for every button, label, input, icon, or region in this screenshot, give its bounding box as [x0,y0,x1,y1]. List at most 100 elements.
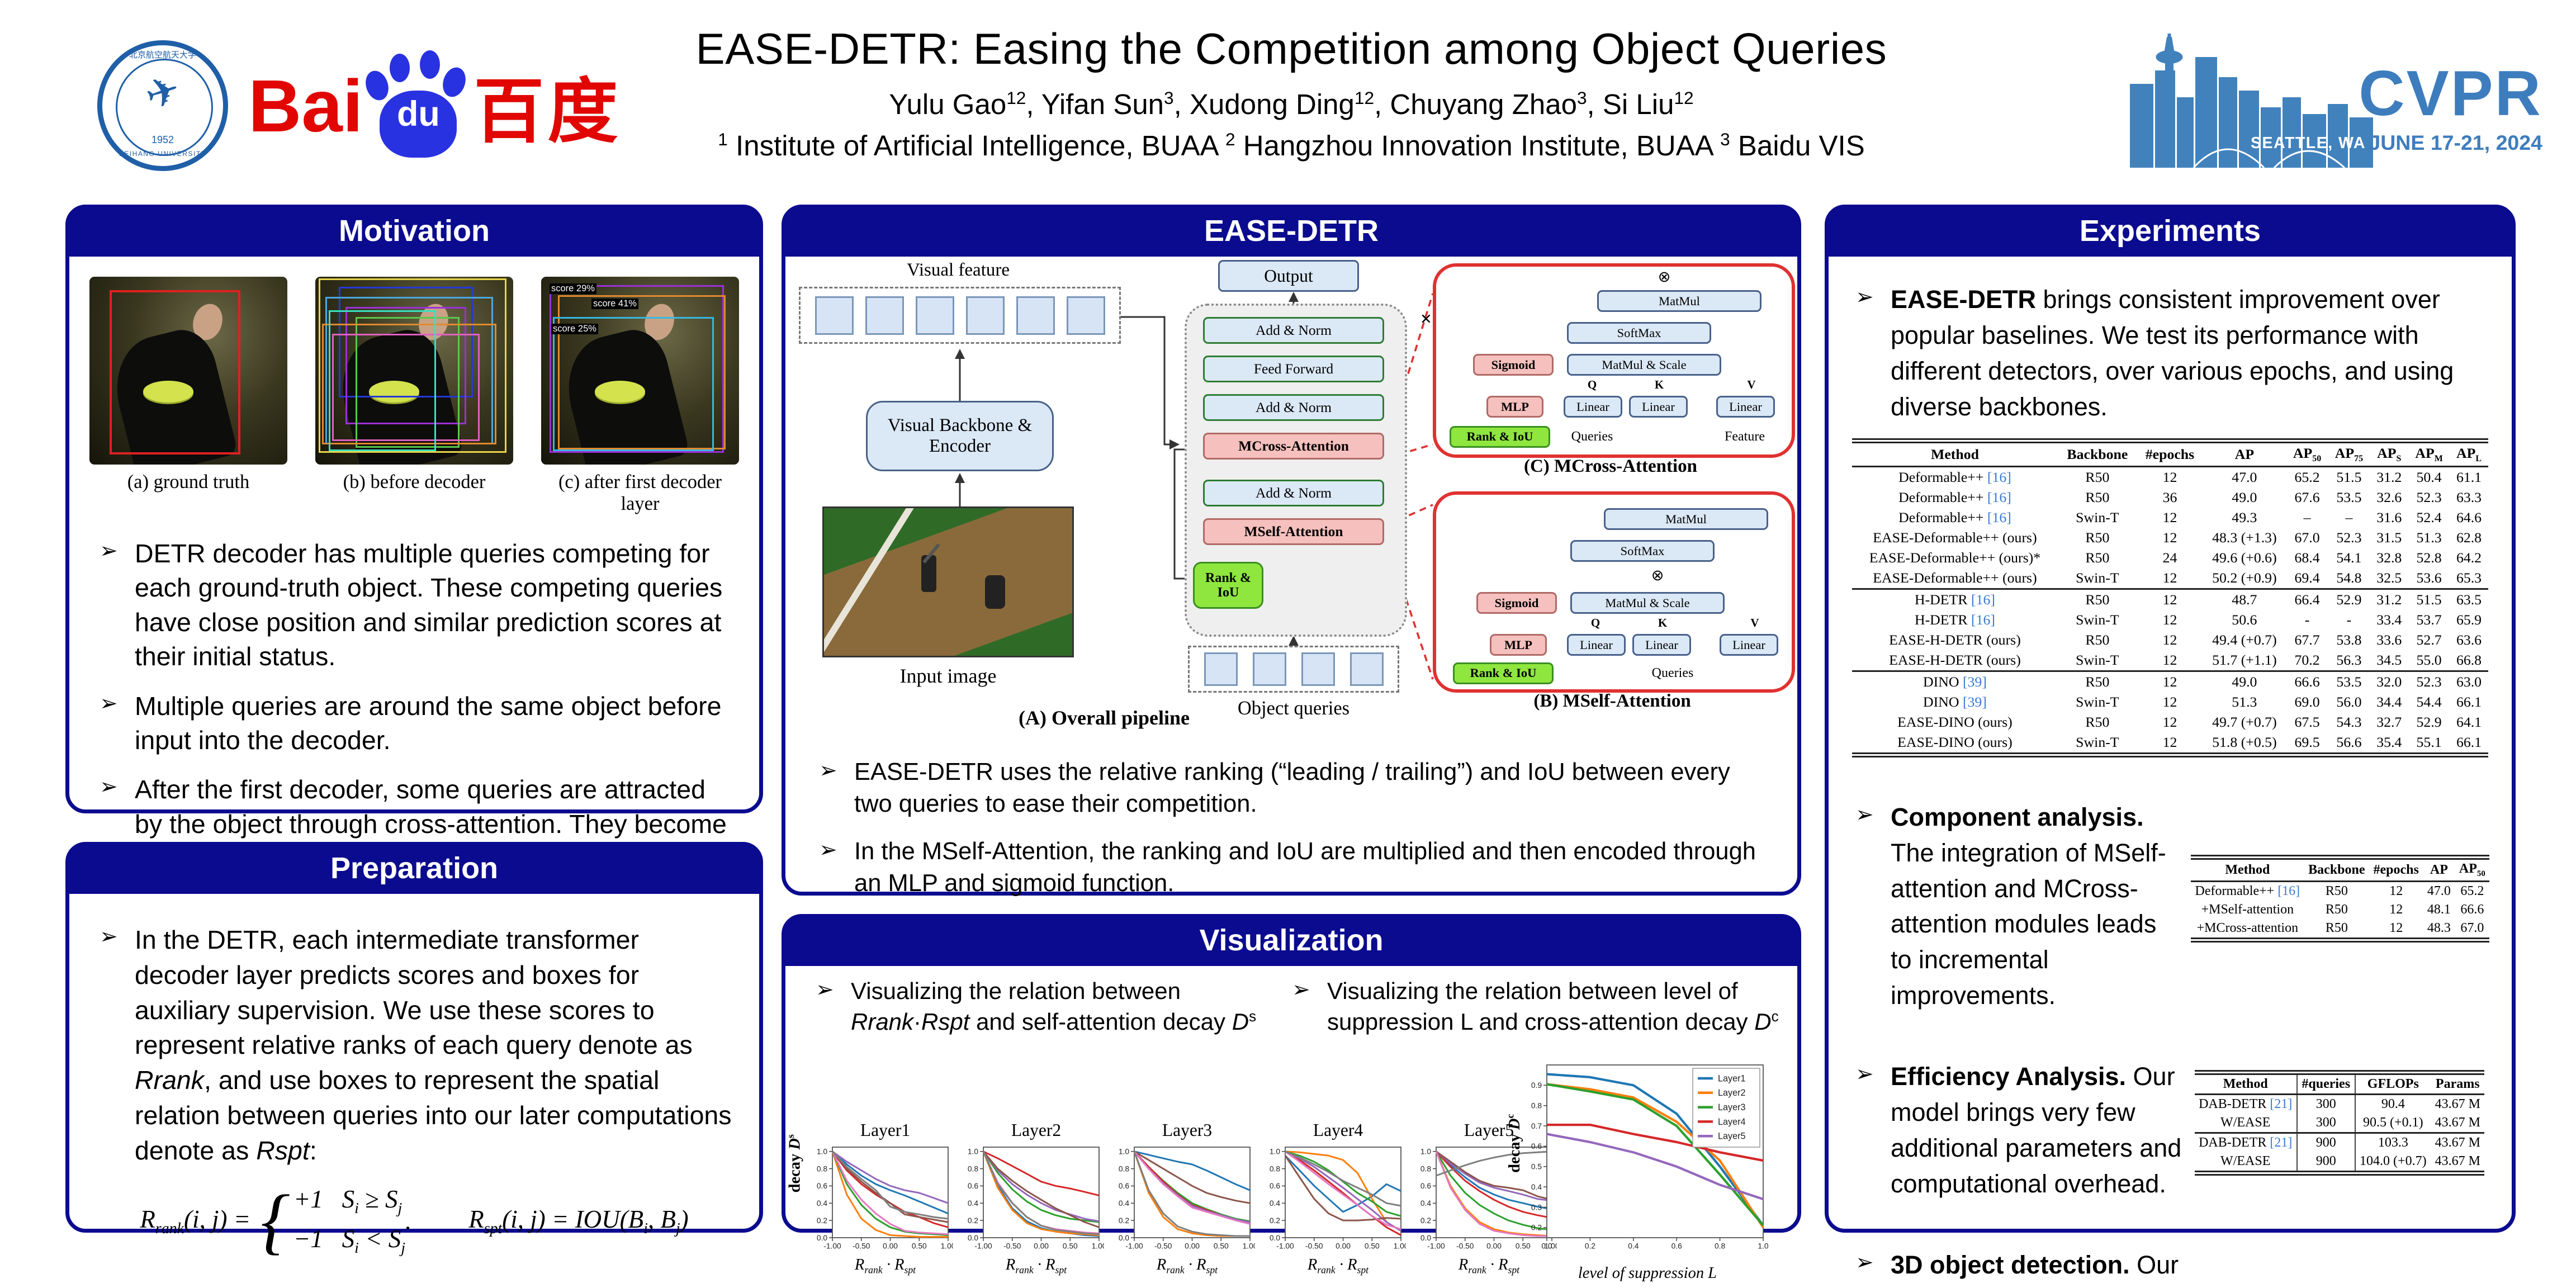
small-charts-ylabel: decay Ds [784,1134,804,1193]
table-row: Deformable++ [16] Swin-T 12 49.3 – – 31.6 52.4 6… [1852,508,2488,528]
table-cell: 52.4 [2416,509,2442,525]
query-token [1301,652,1335,686]
table-cell: 55.1 [2416,733,2442,750]
line-chart: 0.0 0.2 0.4 0.6 0.8 1.0 -1.00 -0.50 0.00 0.50 1.00 [817,1147,956,1251]
svg-text:0.8: 0.8 [1715,1242,1725,1251]
table-cell: 12 [2162,733,2177,750]
table-cell: 54.1 [2336,549,2362,566]
table-cell: 53.5 [2336,673,2362,690]
svg-text:0.50: 0.50 [912,1242,927,1250]
table-row: EASE-Deformable++ (ours) Swin-T 12 50.2 (+0… [1852,568,2488,589]
table-cell: 63.6 [2456,631,2482,648]
seal-year: 1952 [151,134,174,145]
table-row: +MCross-attention R50 12 48.3 67.0 [2191,919,2489,940]
table-cell: R50 [2085,549,2110,566]
table-cell: 63.3 [2456,489,2482,505]
table-row: W/EASE 900 104.0 (+0.7) 43.67 M [2194,1152,2485,1173]
svg-text:0.6: 0.6 [968,1182,978,1190]
eq-dot: . [405,1207,412,1235]
table-row: Deformable++ [16] R50 36 49.0 67.6 53.5 32.6 52… [1852,487,2488,508]
linear-box: Linear [1632,634,1691,656]
svg-text:0.8: 0.8 [817,1164,827,1173]
layer2-chart: Layer2 0.0 0.2 0.4 0.6 0.8 1.0 -1.00 -0.50 0.00 0.… [963,1120,1109,1276]
table-cell: 50.2 (+0.9) [2212,569,2277,586]
input-image [822,506,1074,657]
table-cell: - [2346,611,2352,628]
table-cell: 32.8 [2376,549,2402,566]
query-bbox [558,295,726,449]
matmul-box: MatMul [1597,290,1761,312]
svg-text:0.2: 0.2 [968,1216,978,1225]
query-bbox [332,334,480,441]
experiments-panel: Experiments EASE-DETR brings consistent … [1825,205,2516,1288]
bullet: Efficiency Analysis. Our model brings ve… [1852,1059,2184,1202]
table-cell: 49.0 [2232,489,2257,505]
table-cell: 63.5 [2456,591,2482,608]
svg-text:0.6: 0.6 [1119,1182,1129,1190]
mlp-box: MLP [1490,634,1547,656]
component-analysis-table: Method Backbone #epochs AP AP50 Deformable++ … [2191,855,2490,943]
table-cell: 47.0 [2232,468,2257,485]
table-header-cell: #epochs [2373,863,2419,878]
table-cell: 31.2 [2376,591,2402,608]
table-cell: Deformable++ [16] [1898,489,2011,505]
photo-c: score 29% score 41% score 25% [541,277,739,465]
svg-text:0.00: 0.00 [1185,1242,1200,1250]
table-cell: 54.3 [2336,713,2362,730]
object-queries-tokens [1188,646,1399,693]
table-cell: 52.9 [2336,591,2362,608]
query-bbox [339,287,473,397]
svg-text:0.5: 0.5 [1531,1163,1542,1171]
chart-xlabel: Rrank · Rspt [1156,1256,1218,1276]
q-label: Q [1590,616,1600,629]
table-cell: 48.3 [2427,921,2451,936]
table-row: DINO [39] Swin-T 12 51.3 69.0 56.0 34.4 54.4 66.… [1852,692,2488,712]
table-cell: 90.4 [2381,1096,2405,1111]
svg-text:0.4: 0.4 [968,1199,978,1208]
svg-text:0.50: 0.50 [1214,1242,1229,1250]
queries-label: Queries [1571,429,1613,444]
svg-text:0.0: 0.0 [1541,1242,1552,1251]
table-cell: 64.1 [2456,713,2482,730]
table-cell: 33.6 [2376,631,2402,648]
table-cell: 53.5 [2336,489,2362,505]
bullet: Component analysis. The integration of M… [1852,799,2184,1014]
bullet: EASE-DETR brings consistent improvement … [1852,282,2488,425]
chart-xlabel: Rrank · Rspt [1458,1256,1520,1276]
table-cell: 66.6 [2460,902,2484,917]
table-cell: 51.5 [2416,591,2442,608]
frisbee [595,381,645,402]
svg-text:Layer1: Layer1 [1718,1073,1746,1083]
feature-token [1066,296,1105,335]
table-header-cell: Backbone [2308,863,2365,878]
table-cell: 900 [2296,1133,2356,1152]
k-label: K [1658,616,1668,629]
linear-box: Linear [1716,396,1775,418]
table-header-cell: APM [2415,444,2443,463]
table-cell: 300 [2296,1113,2356,1133]
table-cell: EASE-DINO (ours) [1897,733,2012,750]
table-cell: 43.67 M [2435,1135,2480,1150]
efficiency-row: Efficiency Analysis. Our model brings ve… [1852,1044,2488,1202]
bullet: Visualizing the relation between Rrank·R… [812,976,1262,1037]
table-cell: 12 [2162,713,2177,730]
mcross-detail-box: ⊗ MatMul SoftMax Sigmoid MatMul & Scale … [1433,263,1795,458]
feature-token [1016,296,1055,335]
table-cell: 68.4 [2294,549,2320,566]
table-cell: 54.8 [2336,569,2362,586]
table-cell: Swin-T [2076,693,2119,710]
svg-text:1.00: 1.00 [1243,1242,1255,1250]
layer3-chart: Layer3 0.0 0.2 0.4 0.6 0.8 1.0 -1.00 -0.50 0.00 0.… [1114,1120,1260,1276]
k-label: K [1654,378,1664,391]
table-row: EASE-Deformable++ (ours) R50 12 48.3 (+1.3)… [1852,528,2488,548]
seal-university-name: BEIHANG UNIVERSITY [119,150,207,158]
table-cell: EASE-H-DETR (ours) [1889,631,2021,648]
table-cell: 43.67 M [2435,1115,2480,1130]
score-badge: score 25% [551,324,598,334]
layer5-chart: Layer5 0.0 0.2 0.4 0.6 0.8 1.0 -1.00 -0.50 0.00 0.… [1416,1120,1562,1276]
feature-token [965,296,1005,335]
eq-lhs: Rrank(i, j) = [140,1205,251,1237]
table-cell: 50.6 [2232,611,2257,628]
chart-xlabel: level of suppression L [1578,1265,1717,1282]
chart-xlabel: Rrank · Rspt [1005,1256,1067,1276]
